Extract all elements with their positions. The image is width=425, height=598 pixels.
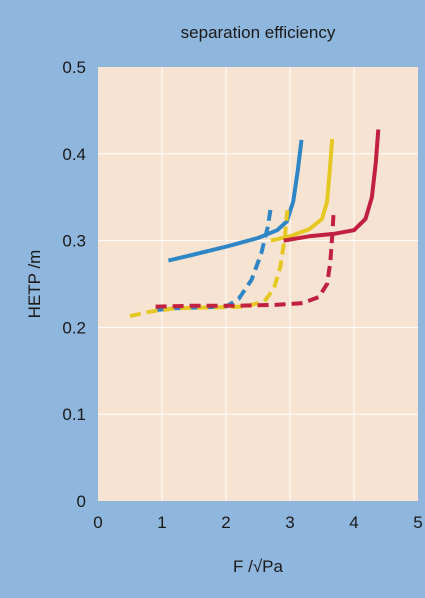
x-tick-label: 0 (93, 513, 102, 532)
series-layer (129, 129, 381, 319)
series-line-5 (129, 210, 290, 319)
y-tick-label: 0 (77, 492, 86, 511)
y-tick-label: 0.4 (62, 145, 86, 164)
y-tick-label: 0.3 (62, 232, 86, 251)
x-tick-labels: 0 1 2 3 4 5 (93, 513, 422, 532)
x-tick-label: 2 (221, 513, 230, 532)
y-tick-label: 0.1 (62, 405, 86, 424)
plot-area (98, 67, 418, 501)
x-tick-label: 4 (349, 513, 358, 532)
grid (98, 67, 418, 501)
series-line-2 (270, 138, 335, 243)
series-line-1 (167, 139, 304, 263)
x-axis-label: F /√Pa (233, 557, 283, 576)
series-line-6 (155, 214, 336, 309)
y-tick-label: 0.2 (62, 318, 86, 337)
chart-title: separation efficiency (181, 23, 336, 42)
y-tick-labels: 0 0.1 0.2 0.3 0.4 0.5 (62, 58, 86, 511)
x-tick-label: 3 (285, 513, 294, 532)
y-axis-label: HETP /m (25, 250, 44, 319)
x-tick-label: 5 (413, 513, 422, 532)
y-tick-label: 0.5 (62, 58, 86, 77)
x-tick-label: 1 (157, 513, 166, 532)
series-line-3 (283, 129, 381, 243)
